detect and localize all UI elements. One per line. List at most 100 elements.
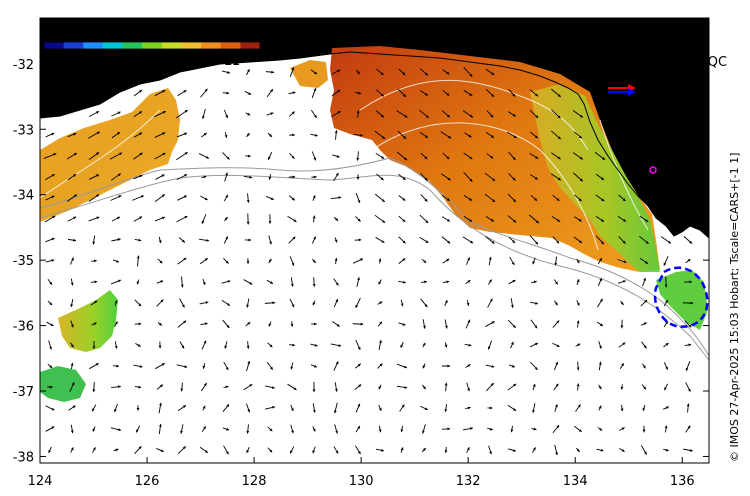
current-vector-head — [246, 345, 250, 349]
current-vector-head — [92, 408, 95, 412]
current-vector-head — [512, 113, 516, 117]
current-vector-head — [138, 238, 142, 242]
argo-marker-icon[interactable] — [649, 166, 657, 174]
sst-patch-west-small — [290, 60, 328, 88]
current-vector-head — [335, 217, 339, 221]
x-tick-label: 128 — [242, 474, 267, 489]
date-label: 24-Apr-2025 04Z — [466, 28, 584, 44]
current-vector-head — [579, 240, 582, 243]
current-vector-head — [422, 448, 426, 451]
current-vector-head — [467, 280, 471, 283]
current-vector-head — [488, 256, 492, 260]
current-vector-head — [599, 258, 602, 262]
current-vector-head — [203, 132, 207, 136]
current-vector-head — [358, 91, 362, 95]
current-vector-head — [400, 447, 404, 451]
current-vector-head — [205, 301, 209, 304]
current-vector-head — [357, 199, 361, 203]
current-vector-head — [204, 322, 208, 326]
velocity-legend: NRT00GSL Velocity 24-12h avg 00Z QC 0.5m… — [600, 37, 727, 96]
current-vector-head — [117, 132, 121, 135]
current-vector-head — [492, 199, 496, 202]
current-vector-head — [226, 427, 230, 431]
current-vector-head — [470, 427, 473, 430]
current-vector-head — [248, 92, 252, 95]
current-vector-head — [293, 387, 297, 390]
current-vector-head — [425, 220, 429, 223]
current-vector-head — [247, 69, 250, 73]
current-vector-head — [227, 302, 230, 306]
current-vector-head — [489, 279, 492, 283]
current-vector-head — [598, 386, 602, 390]
current-vector-head — [268, 323, 272, 327]
colorbar-swatch — [161, 42, 182, 49]
current-vector-head — [291, 430, 294, 434]
current-vector-head — [513, 219, 517, 223]
current-vector-head — [293, 219, 297, 222]
x-tick-label: 134 — [563, 474, 588, 489]
current-vector-head — [402, 280, 406, 284]
current-vector-head — [444, 409, 448, 412]
current-vector-head — [621, 427, 625, 431]
current-vector-head — [576, 260, 580, 264]
current-vector-head — [269, 344, 273, 348]
current-vector-head — [424, 177, 428, 181]
current-vector-head — [621, 363, 624, 367]
current-vector-head — [401, 404, 405, 408]
current-vector-head — [489, 427, 493, 431]
current-vector-head — [51, 195, 55, 199]
current-vector-head — [70, 362, 74, 366]
current-vector-head — [446, 156, 450, 160]
current-vector-head — [381, 199, 385, 202]
current-vector-head — [357, 277, 360, 281]
current-vector-head — [642, 365, 646, 369]
current-vector-head — [184, 174, 188, 177]
current-vector-head — [511, 261, 515, 265]
current-vector-head — [182, 446, 186, 450]
sst-patch-green-east — [530, 84, 660, 272]
current-vector-head — [512, 93, 516, 97]
current-vector-head — [227, 71, 231, 74]
current-vector-head — [49, 281, 53, 285]
current-vector-head — [117, 173, 121, 177]
current-vector-head — [404, 114, 408, 118]
current-vector-head — [468, 134, 472, 138]
colorbar-swatch — [201, 42, 222, 49]
current-vector-head — [313, 236, 316, 240]
current-vector-head — [225, 236, 228, 240]
current-vector-head — [534, 176, 538, 180]
current-vector-head — [469, 93, 473, 96]
current-vector-head — [404, 385, 408, 389]
current-vector-head — [161, 174, 165, 178]
current-vector-head — [600, 448, 604, 452]
current-vector-head — [577, 404, 581, 408]
current-vector-head — [355, 304, 359, 308]
current-vector-head — [184, 110, 188, 113]
current-vector-head — [335, 450, 339, 454]
plot-frame — [39, 17, 710, 464]
current-vector-head — [224, 217, 228, 220]
current-vector-head — [601, 241, 604, 245]
current-vector-head — [246, 261, 250, 264]
y-tick-label: -33 — [13, 123, 34, 138]
current-vector-head — [118, 428, 122, 432]
current-vector-head — [535, 241, 539, 245]
current-vector-head — [291, 111, 295, 115]
current-vector-head — [490, 218, 494, 222]
current-vector-head — [247, 409, 251, 413]
argo-float[interactable]: Argo — [649, 163, 703, 179]
current-vector-head — [159, 402, 162, 406]
current-vector-head — [491, 364, 495, 368]
current-vector-head — [270, 366, 273, 370]
current-vector-head — [334, 130, 338, 134]
current-vector-head — [620, 325, 624, 329]
current-vector-head — [292, 133, 295, 137]
current-vector-head — [469, 156, 473, 160]
velocity-label: Velocity — [646, 37, 697, 52]
current-vector-head — [557, 219, 561, 222]
current-vector-head — [357, 363, 361, 367]
current-vector-head — [292, 175, 296, 179]
current-vector-head — [183, 257, 187, 261]
current-vector-head — [139, 216, 143, 220]
current-vector-head — [448, 135, 452, 139]
